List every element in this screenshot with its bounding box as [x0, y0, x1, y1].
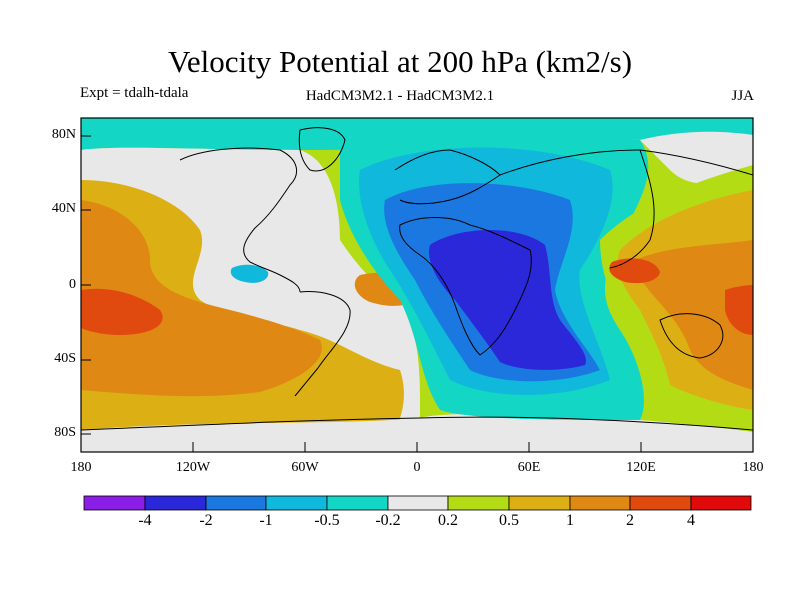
cb-box-3	[205, 495, 267, 511]
cb-label-pos05: 0.5	[499, 512, 519, 529]
ylabel-80s: 80S	[54, 425, 76, 440]
field-pos2-east-b	[725, 285, 753, 335]
colorbar	[83, 495, 752, 511]
xlabel-60w: 60W	[291, 460, 319, 475]
models-label: HadCM3M2.1 - HadCM3M2.1	[305, 88, 495, 104]
cb-label-neg05: -0.5	[314, 512, 340, 529]
ylabel-eq: 0	[69, 277, 76, 292]
coast-north-america	[179, 147, 301, 293]
field-grey-south	[81, 415, 753, 452]
cb-box-1	[83, 495, 146, 511]
cb-box-2	[144, 495, 207, 511]
cb-box-8	[508, 495, 571, 511]
coast-australia	[659, 313, 724, 359]
experiment-label: Expt = tdalh-tdala	[80, 85, 189, 101]
cb-box-4	[265, 495, 328, 511]
field-grey-arctic-east	[640, 131, 753, 184]
axis-ticks	[80, 135, 754, 452]
cb-box-7	[447, 495, 510, 511]
cb-label-neg4: -4	[138, 512, 152, 529]
cb-label-pos1: 1	[566, 512, 574, 529]
cb-box-6	[387, 495, 449, 511]
field-neg4	[429, 230, 586, 370]
cb-label-pos02: 0.2	[438, 512, 458, 529]
ylabel-40s: 40S	[54, 351, 76, 366]
xlabel-0: 0	[413, 460, 421, 475]
ylabel-40n: 40N	[51, 201, 76, 216]
xlabel-120e: 120E	[626, 460, 656, 475]
cb-box-10	[629, 495, 692, 511]
chart-title: Velocity Potential at 200 hPa (km2/s)	[167, 44, 633, 79]
season-label: JJA	[731, 88, 754, 104]
cb-label-pos4: 4	[687, 512, 695, 529]
cb-label-neg02: -0.2	[375, 512, 401, 529]
cb-label-neg2: -2	[199, 512, 213, 529]
coast-africa	[399, 217, 532, 356]
field-cyan-caribbean	[230, 264, 269, 283]
coast-antarctica	[81, 416, 753, 431]
xlabel-60e: 60E	[517, 460, 541, 475]
xlabel-180w: 180	[70, 460, 92, 475]
xlabel-180e: 180	[742, 460, 764, 475]
coast-south-america	[294, 291, 351, 397]
cb-label-neg1: -1	[259, 512, 273, 529]
cb-box-11	[690, 495, 752, 511]
xlabel-120w: 120W	[175, 460, 211, 475]
field-pos1-east	[633, 240, 753, 390]
cb-box-9	[569, 495, 631, 511]
cb-box-5	[326, 495, 389, 511]
coast-greenland	[298, 127, 346, 172]
field-arctic	[81, 118, 753, 150]
ylabel-80n: 80N	[51, 127, 76, 142]
velocity-potential-field	[81, 118, 753, 452]
cb-label-pos2: 2	[626, 512, 634, 529]
field-pos2-pacific	[81, 288, 163, 335]
coastlines	[81, 127, 753, 431]
coast-asia	[499, 149, 753, 269]
field-pos1-pacific	[81, 200, 322, 397]
